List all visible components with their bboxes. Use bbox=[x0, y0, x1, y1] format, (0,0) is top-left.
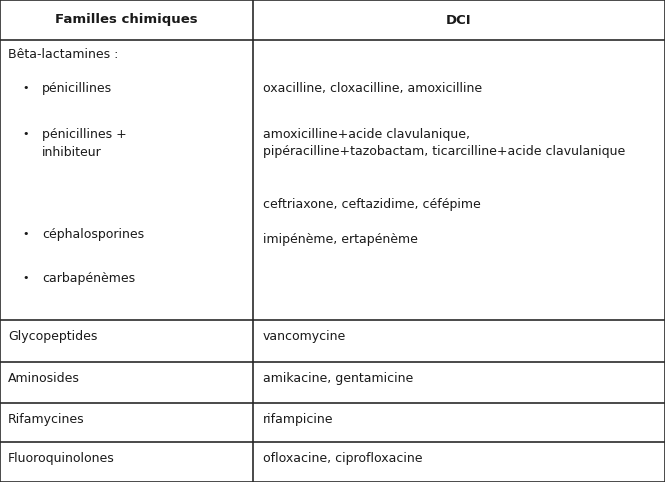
Text: •: • bbox=[22, 229, 29, 239]
Text: imipénème, ertapénème: imipénème, ertapénème bbox=[263, 233, 418, 246]
Text: céphalosporines: céphalosporines bbox=[42, 228, 144, 241]
Text: ceftriaxone, ceftazidime, céfépime: ceftriaxone, ceftazidime, céfépime bbox=[263, 198, 481, 211]
Text: •: • bbox=[22, 83, 29, 93]
Text: amikacine, gentamicine: amikacine, gentamicine bbox=[263, 372, 413, 385]
Text: oxacilline, cloxacilline, amoxicilline: oxacilline, cloxacilline, amoxicilline bbox=[263, 82, 482, 95]
Text: Aminosides: Aminosides bbox=[8, 372, 80, 385]
Text: •: • bbox=[22, 273, 29, 283]
Text: Fluoroquinolones: Fluoroquinolones bbox=[8, 452, 115, 465]
Text: vancomycine: vancomycine bbox=[263, 330, 346, 343]
Text: Glycopeptides: Glycopeptides bbox=[8, 330, 97, 343]
Text: Familles chimiques: Familles chimiques bbox=[55, 13, 198, 27]
Text: •: • bbox=[22, 129, 29, 139]
Text: rifampicine: rifampicine bbox=[263, 413, 334, 426]
Text: Rifamycines: Rifamycines bbox=[8, 413, 84, 426]
Text: DCI: DCI bbox=[446, 13, 471, 27]
Text: pénicillines: pénicillines bbox=[42, 82, 112, 95]
Text: pénicillines +
inhibiteur: pénicillines + inhibiteur bbox=[42, 128, 127, 159]
Text: Bêta-lactamines :: Bêta-lactamines : bbox=[8, 48, 118, 61]
Text: carbapénèmes: carbapénèmes bbox=[42, 272, 135, 285]
Text: ofloxacine, ciprofloxacine: ofloxacine, ciprofloxacine bbox=[263, 452, 422, 465]
Text: amoxicilline+acide clavulanique,
pipéracilline+tazobactam, ticarcilline+acide cl: amoxicilline+acide clavulanique, pipérac… bbox=[263, 128, 625, 159]
